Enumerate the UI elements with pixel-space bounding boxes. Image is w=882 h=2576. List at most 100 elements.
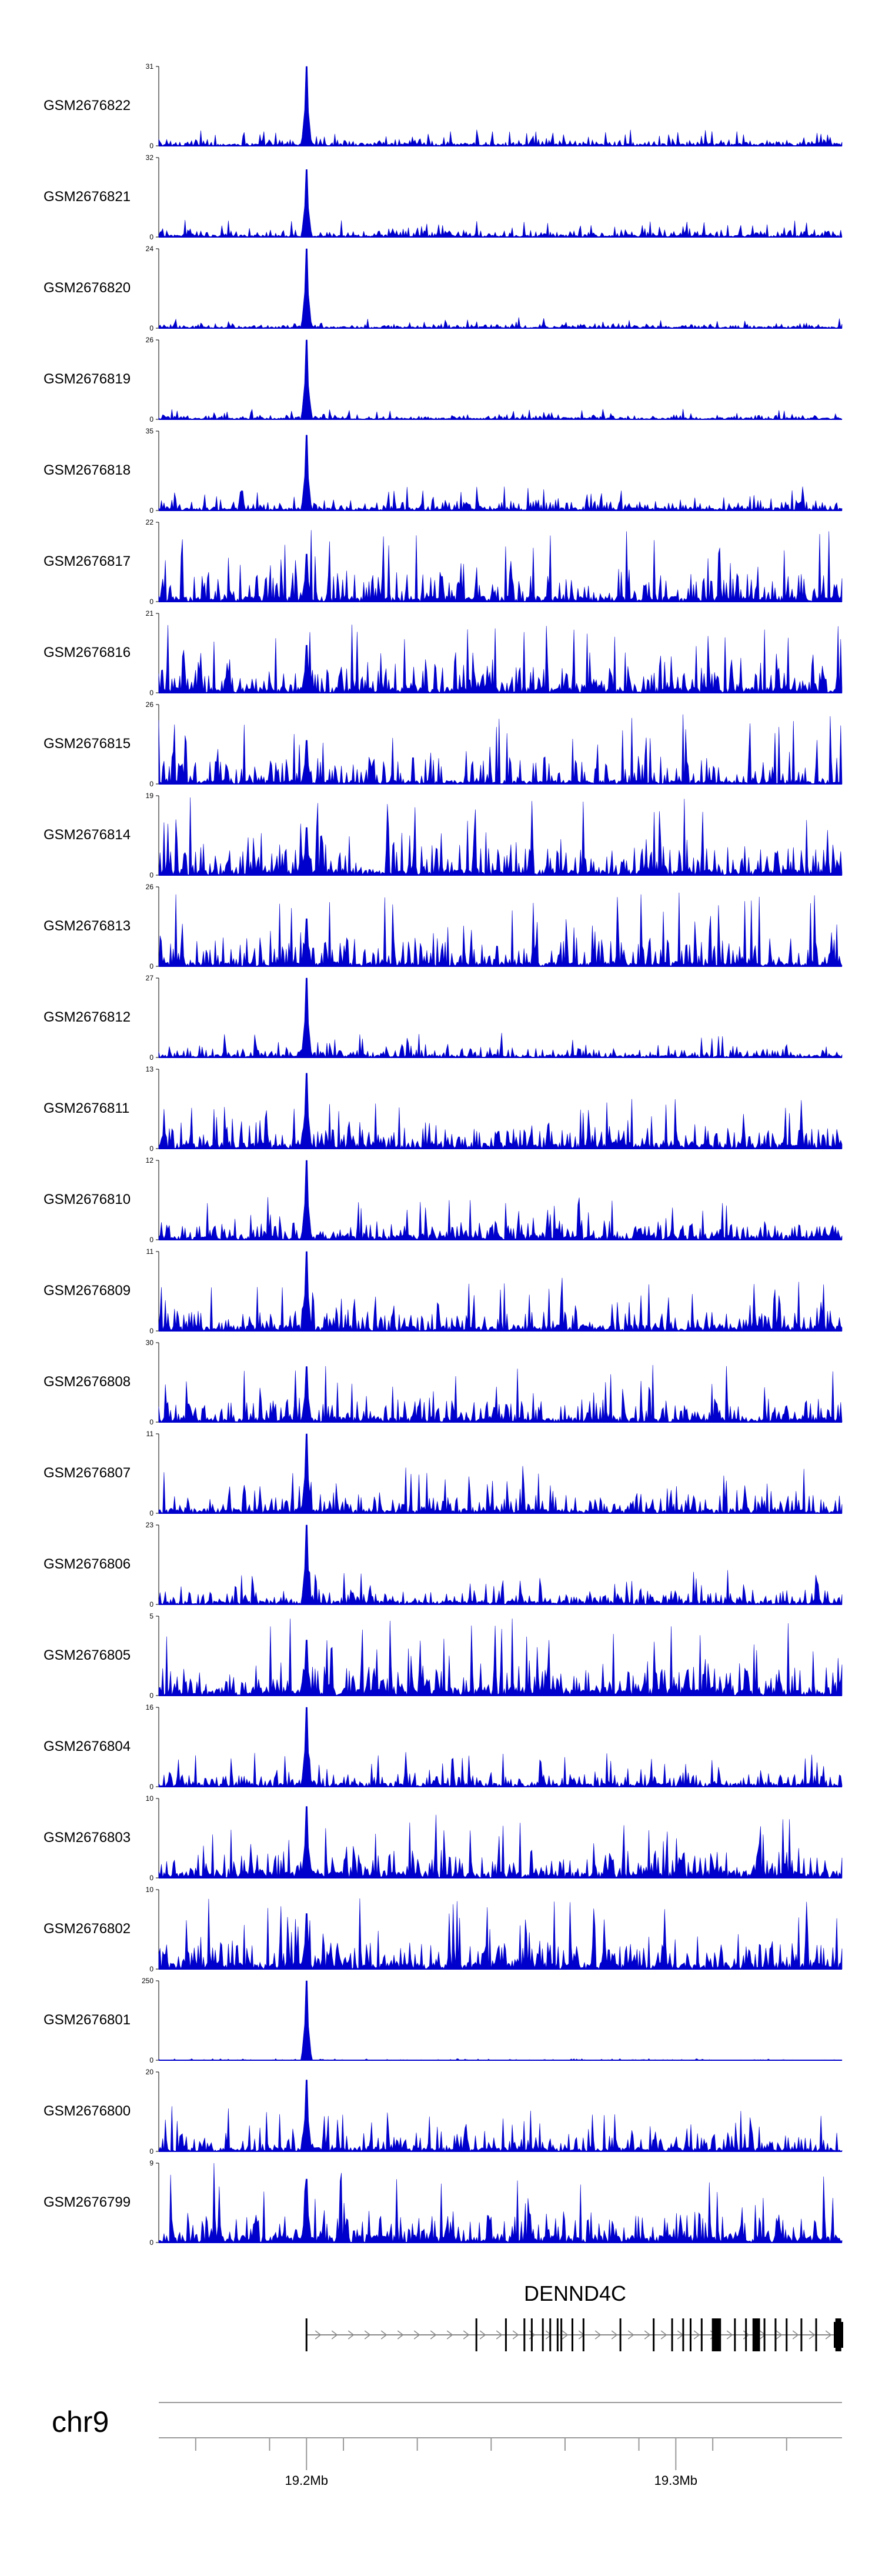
y-max-label: 32 — [146, 154, 154, 162]
coverage-area — [158, 797, 843, 876]
strand-arrow — [562, 2330, 569, 2340]
strand-arrow — [644, 2330, 651, 2340]
gene-exon — [530, 2318, 533, 2351]
track-label: GSM2676807 — [44, 1465, 131, 1481]
track-label: GSM2676811 — [44, 1100, 129, 1116]
coverage-area — [158, 1524, 843, 1605]
gene-exon — [763, 2318, 766, 2351]
strand-arrow — [660, 2330, 667, 2340]
chromosome-label: chr9 — [52, 2405, 109, 2438]
track-GSM2676808: GSM2676808 30 0 — [44, 1339, 843, 1426]
y-max-label: 250 — [142, 1977, 153, 1985]
track-GSM2676812: GSM2676812 27 0 — [44, 974, 843, 1062]
coverage-area — [158, 2080, 843, 2153]
strand-arrow — [397, 2330, 404, 2340]
strand-arrow — [496, 2330, 503, 2340]
gene-exon — [689, 2318, 691, 2351]
y-max-label: 35 — [146, 427, 154, 435]
gene-exon — [682, 2318, 684, 2351]
track-label: GSM2676810 — [44, 1192, 131, 1207]
track-GSM2676806: GSM2676806 23 0 — [44, 1521, 843, 1609]
y-max-label: 26 — [146, 700, 154, 709]
coverage-area — [158, 624, 843, 693]
genome-axis-tick-label: 19.2Mb — [285, 2473, 328, 2488]
track-label: GSM2676803 — [44, 1830, 131, 1846]
y-min-label: 0 — [149, 871, 153, 879]
coverage-area — [158, 1707, 843, 1787]
track-GSM2676801: GSM2676801 250 0 — [44, 1977, 843, 2064]
gene-exon — [700, 2318, 703, 2351]
track-label: GSM2676799 — [44, 2194, 131, 2210]
y-max-label: 10 — [146, 1794, 154, 1803]
y-max-label: 22 — [146, 518, 154, 526]
gene-exon — [305, 2318, 308, 2351]
track-GSM2676821: GSM2676821 32 0 — [44, 154, 843, 241]
track-GSM2676820: GSM2676820 24 0 — [44, 245, 843, 332]
coverage-area — [158, 1806, 843, 1878]
track-label: GSM2676812 — [44, 1009, 131, 1025]
y-min-label: 0 — [149, 1053, 153, 1062]
track-GSM2676799: GSM2676799 9 0 — [44, 2159, 843, 2247]
coverage-area — [158, 1898, 843, 1970]
y-min-label: 0 — [149, 415, 153, 423]
y-max-label: 24 — [146, 245, 154, 253]
y-min-label: 0 — [149, 233, 153, 241]
track-GSM2676813: GSM2676813 26 0 — [44, 883, 843, 970]
y-min-label: 0 — [149, 2238, 153, 2247]
y-min-label: 0 — [149, 1691, 153, 1700]
y-max-label: 31 — [146, 62, 154, 71]
gene-exon — [653, 2318, 655, 2351]
gene-exon — [556, 2318, 559, 2351]
coverage-area — [158, 530, 843, 603]
gene-exon — [719, 2318, 721, 2351]
y-min-label: 0 — [149, 324, 153, 332]
strand-arrow — [693, 2330, 700, 2340]
track-label: GSM2676801 — [44, 2012, 131, 2028]
y-min-label: 0 — [149, 1327, 153, 1335]
y-max-label: 23 — [146, 1521, 154, 1529]
gene-exon — [815, 2318, 817, 2351]
track-label: GSM2676820 — [44, 280, 131, 296]
gene-exon — [475, 2318, 477, 2351]
y-min-label: 0 — [149, 780, 153, 788]
gene-exon — [786, 2318, 788, 2351]
track-label: GSM2676808 — [44, 1374, 131, 1390]
strand-arrow — [479, 2330, 486, 2340]
strand-arrow — [315, 2330, 322, 2340]
strand-arrow — [808, 2330, 816, 2340]
gene-exon — [549, 2318, 552, 2351]
track-GSM2676816: GSM2676816 21 0 — [44, 609, 843, 697]
strand-arrow — [413, 2330, 420, 2340]
y-min-label: 0 — [149, 1783, 153, 1791]
y-max-label: 19 — [146, 792, 154, 800]
track-GSM2676800: GSM2676800 20 0 — [44, 2068, 843, 2155]
track-label: GSM2676806 — [44, 1556, 131, 1572]
coverage-area — [158, 169, 843, 238]
y-min-label: 0 — [149, 1236, 153, 1244]
gene-exon — [571, 2318, 573, 2351]
coverage-area — [158, 2163, 843, 2243]
coverage-area — [158, 977, 843, 1058]
track-label: GSM2676817 — [44, 553, 131, 569]
track-GSM2676807: GSM2676807 11 0 — [44, 1430, 843, 1517]
coverage-area — [158, 1251, 843, 1332]
y-max-label: 9 — [149, 2159, 153, 2167]
y-min-label: 0 — [149, 689, 153, 697]
y-min-label: 0 — [149, 1418, 153, 1426]
y-min-label: 0 — [149, 1965, 153, 1973]
y-min-label: 0 — [149, 142, 153, 150]
gene-exon — [711, 2318, 714, 2351]
strand-arrow — [512, 2330, 519, 2340]
y-max-label: 30 — [146, 1339, 154, 1347]
strand-arrow — [446, 2330, 453, 2340]
gene-name-label: DENND4C — [524, 2281, 626, 2305]
coverage-area — [158, 248, 843, 329]
strand-arrow — [792, 2330, 799, 2340]
track-label: GSM2676815 — [44, 736, 131, 752]
track-label: GSM2676813 — [44, 918, 131, 934]
y-max-label: 11 — [146, 1430, 154, 1438]
y-max-label: 12 — [146, 1156, 154, 1164]
y-max-label: 21 — [146, 609, 154, 618]
strand-arrow — [594, 2330, 602, 2340]
strand-arrow — [331, 2330, 338, 2340]
